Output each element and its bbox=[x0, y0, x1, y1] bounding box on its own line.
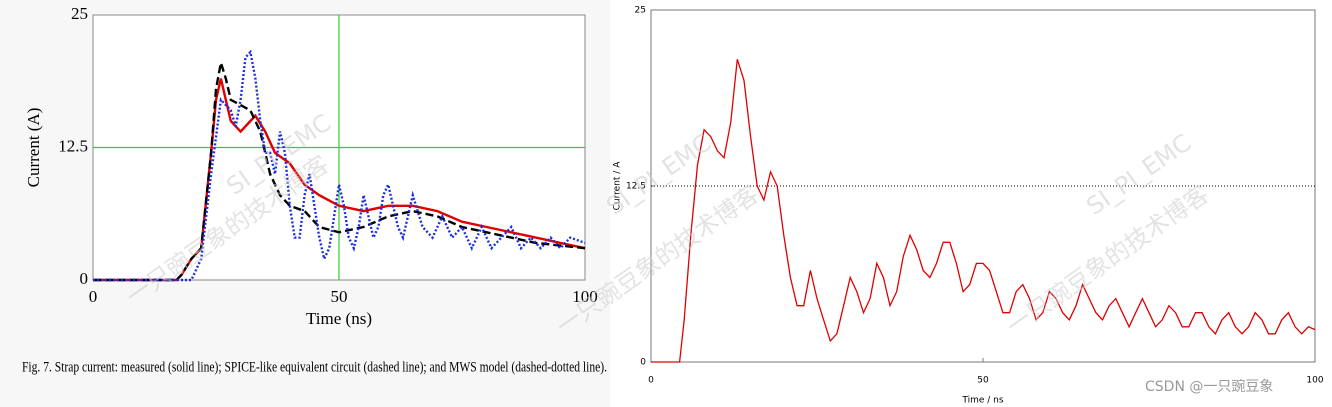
footer: CSDN @一只豌豆象 bbox=[1145, 379, 1273, 395]
y-axis-label: Current (A) bbox=[24, 108, 43, 188]
x-tick-label: 100 bbox=[572, 287, 598, 306]
series-line bbox=[651, 59, 1316, 363]
x-axis-label: Time / ns bbox=[961, 396, 1003, 406]
y-tick-label: 12.5 bbox=[58, 136, 88, 155]
series-line bbox=[93, 49, 586, 282]
x-tick-label: 100 bbox=[1306, 376, 1323, 386]
y-tick-label: 12.5 bbox=[626, 182, 646, 192]
series-line bbox=[93, 78, 586, 282]
y-tick-label: 0 bbox=[80, 269, 89, 288]
caption: Fig. 7. Strap current: measured (solid l… bbox=[22, 359, 607, 375]
y-axis-label: Current / A bbox=[613, 161, 623, 211]
y-tick-label: 25 bbox=[71, 4, 88, 23]
x-axis-label: Time (ns) bbox=[306, 309, 372, 328]
x-tick-label: 50 bbox=[977, 376, 989, 386]
series-line bbox=[93, 62, 586, 282]
x-tick-label: 50 bbox=[331, 287, 348, 306]
y-tick-label: 0 bbox=[640, 358, 646, 368]
y-tick-label: 25 bbox=[635, 6, 646, 16]
x-tick-label: 0 bbox=[89, 287, 98, 306]
x-tick-label: 0 bbox=[648, 376, 654, 386]
